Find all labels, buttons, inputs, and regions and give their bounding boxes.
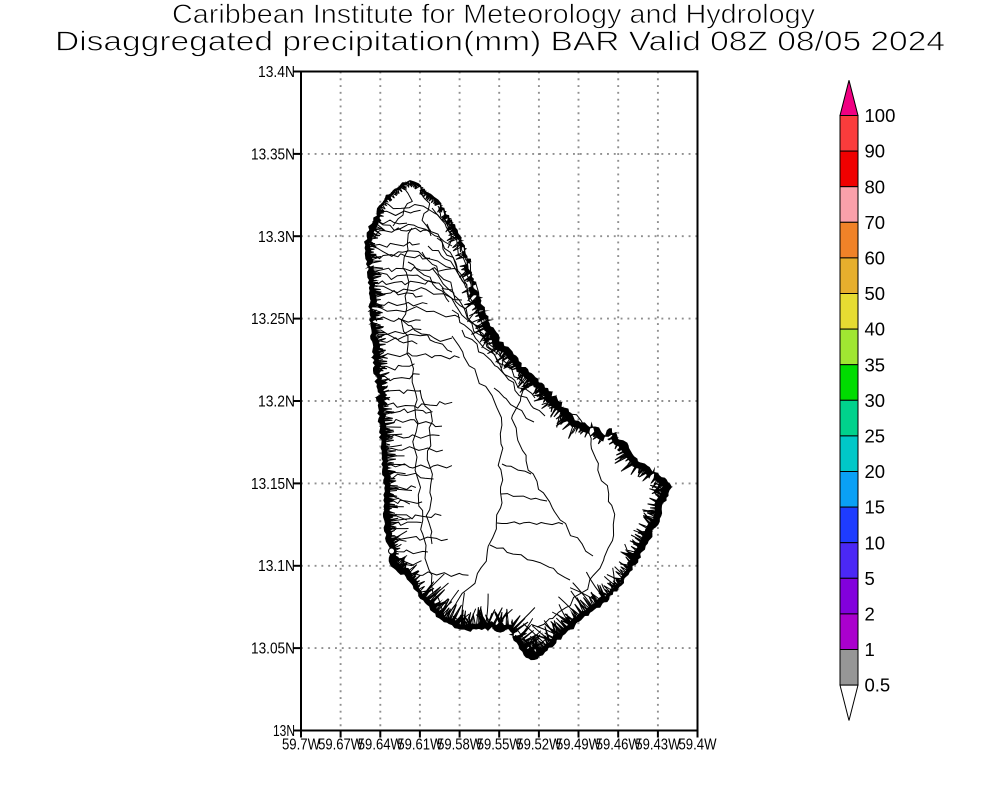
svg-text:90: 90 <box>865 141 886 162</box>
svg-text:13.25N: 13.25N <box>251 311 295 328</box>
svg-text:59.7W: 59.7W <box>282 737 320 754</box>
svg-text:30: 30 <box>865 390 886 411</box>
svg-text:59.4W: 59.4W <box>679 737 717 754</box>
svg-text:59.46W: 59.46W <box>596 737 641 754</box>
svg-text:15: 15 <box>865 497 886 518</box>
svg-text:60: 60 <box>865 248 886 269</box>
svg-text:13.2N: 13.2N <box>258 394 295 411</box>
svg-text:50: 50 <box>865 283 886 304</box>
svg-text:20: 20 <box>865 461 886 482</box>
svg-text:0.5: 0.5 <box>865 675 891 696</box>
svg-text:59.52W: 59.52W <box>516 737 561 754</box>
svg-text:Caribbean Institute for Meteor: Caribbean Institute for Meteorology and … <box>172 0 816 29</box>
svg-text:Disaggregated precipitation(mm: Disaggregated precipitation(mm) BAR Vali… <box>55 26 945 57</box>
svg-text:59.58W: 59.58W <box>437 737 482 754</box>
svg-text:2: 2 <box>865 604 875 625</box>
svg-text:35: 35 <box>865 354 886 375</box>
svg-text:59.64W: 59.64W <box>358 737 403 754</box>
svg-text:13.05N: 13.05N <box>251 641 295 658</box>
svg-text:13.3N: 13.3N <box>258 229 295 246</box>
svg-text:25: 25 <box>865 426 886 447</box>
svg-text:13N: 13N <box>273 723 295 740</box>
svg-text:5: 5 <box>865 568 875 589</box>
svg-text:59.61W: 59.61W <box>397 737 442 754</box>
svg-text:100: 100 <box>865 105 896 126</box>
svg-text:59.43W: 59.43W <box>635 737 680 754</box>
svg-text:13.15N: 13.15N <box>251 476 295 493</box>
svg-text:10: 10 <box>865 532 886 553</box>
svg-text:13.4N: 13.4N <box>258 64 295 81</box>
svg-text:80: 80 <box>865 176 886 197</box>
svg-text:1: 1 <box>865 639 875 660</box>
svg-text:59.55W: 59.55W <box>477 737 522 754</box>
svg-text:59.49W: 59.49W <box>556 737 601 754</box>
svg-text:40: 40 <box>865 319 886 340</box>
svg-text:70: 70 <box>865 212 886 233</box>
svg-text:59.67W: 59.67W <box>318 737 363 754</box>
svg-text:13.1N: 13.1N <box>258 558 295 575</box>
svg-text:13.35N: 13.35N <box>251 146 295 163</box>
